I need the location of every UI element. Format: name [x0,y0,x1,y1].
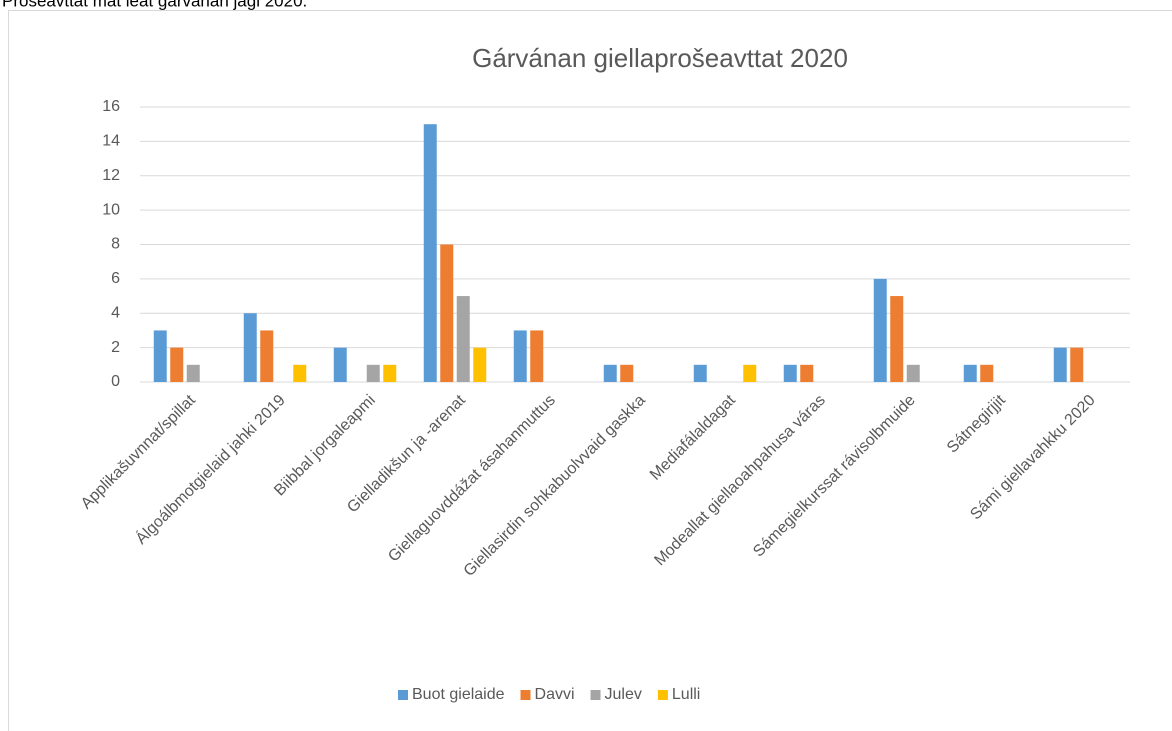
y-tick-label: 14 [102,133,120,150]
bar [186,364,200,382]
y-tick-label: 4 [111,304,120,321]
bar [603,364,617,382]
bar [333,347,347,382]
bar [153,330,167,382]
legend-swatch [520,690,531,700]
bar [800,364,814,382]
bar [243,313,257,382]
y-tick-label: 8 [111,236,120,253]
bar [963,364,977,382]
chart-title: Gárvánan giellaprošeavttat 2020 [472,43,848,73]
caption: Prošeavttat mat leat gárvánan jagi 2020. [2,0,307,10]
bar [170,347,184,382]
legend-swatch [398,690,408,700]
bar [980,364,994,382]
bar [1053,347,1067,382]
y-tick-label: 6 [111,270,120,287]
legend-label: Davvi [535,686,575,703]
bar [423,124,437,382]
chart-frame [8,10,1172,731]
bar [873,278,887,382]
bar [743,364,757,382]
bar [693,364,707,382]
legend-label: Buot gielaide [412,686,505,703]
bar [440,244,454,382]
y-tick-label: 2 [111,339,120,356]
bar [783,364,797,382]
bar [260,330,274,382]
y-tick-label: 10 [102,201,120,218]
bar [366,364,380,382]
y-tick-label: 12 [102,167,120,184]
y-tick-label: 16 [102,98,120,115]
bar [890,296,904,382]
bar [1070,347,1084,382]
bar [513,330,527,382]
legend-label: Lulli [672,686,700,703]
bar [620,364,634,382]
bar [456,296,470,382]
legend-label: Julev [605,686,642,703]
bar [473,347,487,382]
bar [293,364,307,382]
bar [383,364,397,382]
bar [906,364,920,382]
legend-swatch [657,690,668,700]
bar [530,330,544,382]
y-tick-label: 0 [111,373,120,390]
legend-swatch [590,690,601,700]
